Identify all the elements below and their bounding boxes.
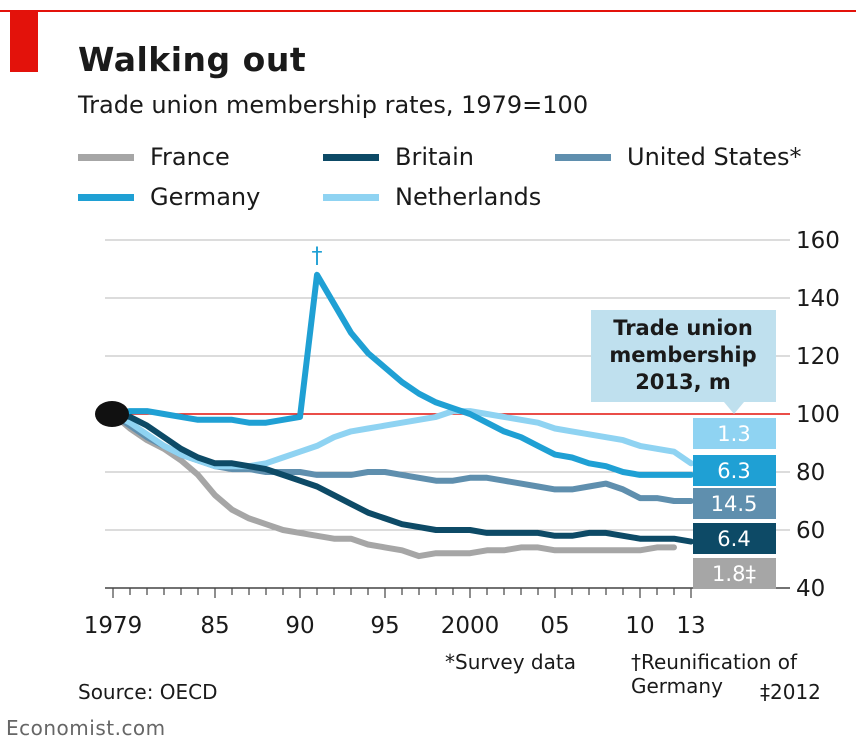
source-note: Source: OECD xyxy=(78,680,218,704)
y-tick-label: 140 xyxy=(796,286,840,312)
series-line-britain xyxy=(110,411,694,545)
value-box-britain xyxy=(693,523,776,554)
legend-item-britain: Britain xyxy=(323,142,474,172)
start-point-marker xyxy=(95,401,129,427)
legend-swatch xyxy=(555,153,611,161)
x-tick-label: 13 xyxy=(676,613,705,639)
x-tick-label: 90 xyxy=(285,613,314,639)
legend-label: Germany xyxy=(150,183,261,211)
value-box-netherlands xyxy=(693,418,776,449)
chart-title: Walking out xyxy=(78,40,307,79)
reunification-dagger: † xyxy=(312,244,323,269)
legend-swatch xyxy=(323,193,379,201)
value-box-united-states xyxy=(693,488,776,519)
note-reunification-text: †Reunification of Germany xyxy=(631,650,798,698)
legend-item-united-states: United States* xyxy=(555,142,802,172)
y-tick-label: 160 xyxy=(796,228,840,254)
series-line-france xyxy=(110,411,677,560)
value-label-netherlands: 1.3 xyxy=(717,422,750,446)
y-tick-label: 60 xyxy=(796,518,825,544)
annotation-text-line: 2013, m xyxy=(635,370,731,394)
top-rule xyxy=(0,10,856,12)
legend-label: Netherlands xyxy=(395,183,542,211)
annotation-text-line: Trade union xyxy=(613,316,753,340)
x-tick-label: 95 xyxy=(370,613,399,639)
legend-item-france: France xyxy=(78,142,230,172)
annotation-text-line: membership xyxy=(609,343,756,367)
annotation-pointer xyxy=(724,402,744,414)
x-tick-label: 85 xyxy=(200,613,229,639)
legend-label: Britain xyxy=(395,143,474,171)
x-tick-label: 2000 xyxy=(441,613,500,639)
y-tick-label: 100 xyxy=(796,402,840,428)
value-box-germany xyxy=(693,455,776,486)
note-survey: *Survey data xyxy=(445,650,576,674)
y-tick-label: 40 xyxy=(796,576,825,602)
brand-tag xyxy=(10,12,38,72)
chart-subtitle: Trade union membership rates, 1979=100 xyxy=(78,91,589,119)
value-label-britain: 6.4 xyxy=(717,527,750,551)
series-line-germany xyxy=(110,271,694,478)
x-tick-label: 10 xyxy=(625,613,654,639)
y-tick-label: 120 xyxy=(796,344,840,370)
note-reunification: †Reunification of Germany xyxy=(631,650,856,698)
annotation-box xyxy=(591,310,776,402)
value-label-germany: 6.3 xyxy=(717,459,750,483)
x-tick-label: 05 xyxy=(540,613,569,639)
note-2012: ‡2012 xyxy=(760,680,821,704)
legend-label: United States* xyxy=(627,143,802,171)
x-tick-label: 1979 xyxy=(84,613,143,639)
value-box-france xyxy=(693,558,776,589)
value-label-united-states: 14.5 xyxy=(711,492,758,516)
y-tick-label: 80 xyxy=(796,460,825,486)
publisher-logo: Economist.com xyxy=(6,716,166,740)
legend-label: France xyxy=(150,143,230,171)
legend-swatch xyxy=(78,153,134,161)
legend-item-germany: Germany xyxy=(78,182,260,212)
legend-swatch xyxy=(323,153,379,161)
legend-item-netherlands: Netherlands xyxy=(323,182,541,212)
value-label-france: 1.8‡ xyxy=(712,562,756,586)
legend-swatch xyxy=(78,193,134,201)
